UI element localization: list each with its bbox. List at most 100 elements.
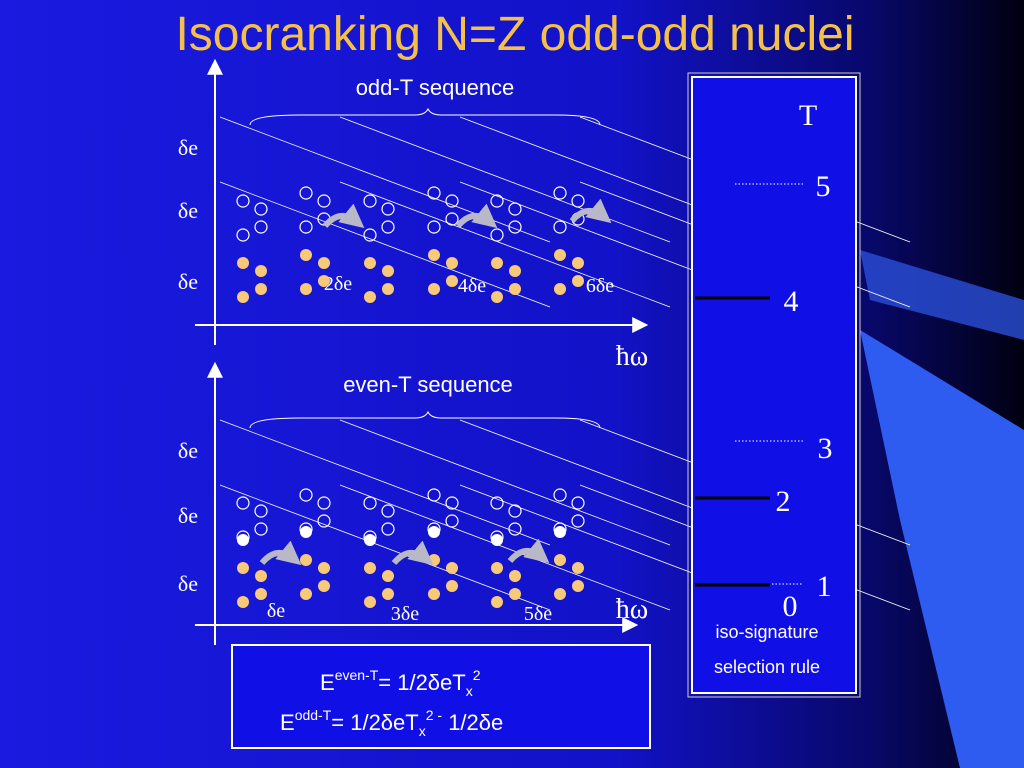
filled-orbital <box>554 588 566 600</box>
formula-power: 2 <box>473 667 481 683</box>
filled-orbital <box>364 257 376 269</box>
formula: Eodd-T= 1/2δeTx2 - 1/2δe <box>280 707 503 739</box>
y-label: δe <box>178 135 198 160</box>
shift-label: 5δe <box>524 603 552 625</box>
filled-orbital <box>382 588 394 600</box>
iso-caption: iso-signature <box>715 622 818 642</box>
formula-tail: 1/2δe <box>442 710 503 735</box>
diagonal-line <box>219 484 551 611</box>
open-orbital <box>427 220 441 234</box>
formula-power: 2 - <box>426 707 443 723</box>
open-orbital <box>317 514 331 528</box>
open-orbital <box>571 514 585 528</box>
shift-label: 3δe <box>391 603 419 625</box>
open-orbital <box>381 522 395 536</box>
y-label: δe <box>178 438 198 463</box>
filled-orbital <box>554 283 566 295</box>
open-orbital <box>254 220 268 234</box>
formula-subscript: x <box>419 723 426 739</box>
formula-rhs: = 1/2δeT <box>378 670 465 695</box>
filled-orbital <box>382 265 394 277</box>
shift-arrow <box>455 203 498 229</box>
filled-orbital <box>509 283 521 295</box>
level-label: 3 <box>818 432 833 465</box>
open-orbital <box>381 202 395 216</box>
level-diagram: even-T sequence δe δe δe δe 3δe 5δe ħω <box>178 361 911 645</box>
filled-orbital <box>364 291 376 303</box>
open-orbital <box>381 504 395 518</box>
filled-orbital <box>382 283 394 295</box>
odd-particle <box>237 534 249 546</box>
iso-box <box>691 76 857 694</box>
iso-caption: selection rule <box>714 657 820 677</box>
level-label: 4 <box>784 285 799 318</box>
diagonal-line <box>219 419 551 546</box>
filled-orbital <box>364 562 376 574</box>
box-outline <box>687 72 861 698</box>
filled-orbital <box>446 562 458 574</box>
filled-orbital <box>318 562 330 574</box>
diagonal-line <box>219 181 551 308</box>
open-orbital <box>508 522 522 536</box>
open-orbital <box>299 220 313 234</box>
open-orbital <box>553 186 567 200</box>
open-orbital <box>381 220 395 234</box>
formula-superscript: even-T <box>335 667 379 683</box>
filled-orbital <box>491 596 503 608</box>
level-label: 5 <box>816 170 831 203</box>
brace <box>249 107 601 126</box>
filled-orbital <box>318 275 330 287</box>
shift-arrow <box>259 540 302 566</box>
filled-orbital <box>237 291 249 303</box>
filled-orbital <box>446 580 458 592</box>
diagonal-line <box>339 484 671 611</box>
open-orbital <box>317 194 331 208</box>
shift-label: 6δe <box>586 275 614 297</box>
open-orbital <box>571 496 585 510</box>
formula-lhs: E <box>280 710 295 735</box>
y-label: δe <box>178 571 198 596</box>
open-orbital <box>508 202 522 216</box>
shift-label: 2δe <box>324 273 352 295</box>
filled-orbital <box>572 562 584 574</box>
open-orbital <box>445 514 459 528</box>
open-orbital <box>236 496 250 510</box>
filled-orbital <box>491 562 503 574</box>
filled-orbital <box>509 588 521 600</box>
level-label: 2 <box>776 485 791 518</box>
open-orbital <box>427 488 441 502</box>
filled-orbital <box>509 265 521 277</box>
filled-orbital <box>428 283 440 295</box>
open-orbital <box>363 496 377 510</box>
filled-orbital <box>428 588 440 600</box>
diagonal-line <box>339 116 671 243</box>
filled-orbital <box>554 554 566 566</box>
shift-label: δe <box>267 600 285 622</box>
level-label: 0 <box>783 590 798 623</box>
y-label: δe <box>178 198 198 223</box>
odd-particle <box>554 526 566 538</box>
filled-orbital <box>446 275 458 287</box>
open-orbital <box>508 504 522 518</box>
open-orbital <box>508 220 522 234</box>
odd-particle <box>491 534 503 546</box>
open-orbital <box>236 194 250 208</box>
shift-arrow <box>507 538 550 564</box>
filled-orbital <box>318 580 330 592</box>
open-orbital <box>254 202 268 216</box>
filled-orbital <box>300 554 312 566</box>
filled-orbital <box>237 562 249 574</box>
odd-particle <box>300 526 312 538</box>
filled-orbital <box>572 580 584 592</box>
open-orbital <box>445 194 459 208</box>
filled-orbital <box>491 291 503 303</box>
filled-orbital <box>572 275 584 287</box>
axis-label: ħω <box>616 594 648 625</box>
y-label: δe <box>178 503 198 528</box>
level-label: 1 <box>817 570 832 603</box>
sequence-label: odd-T sequence <box>356 75 515 100</box>
odd-particle <box>428 526 440 538</box>
